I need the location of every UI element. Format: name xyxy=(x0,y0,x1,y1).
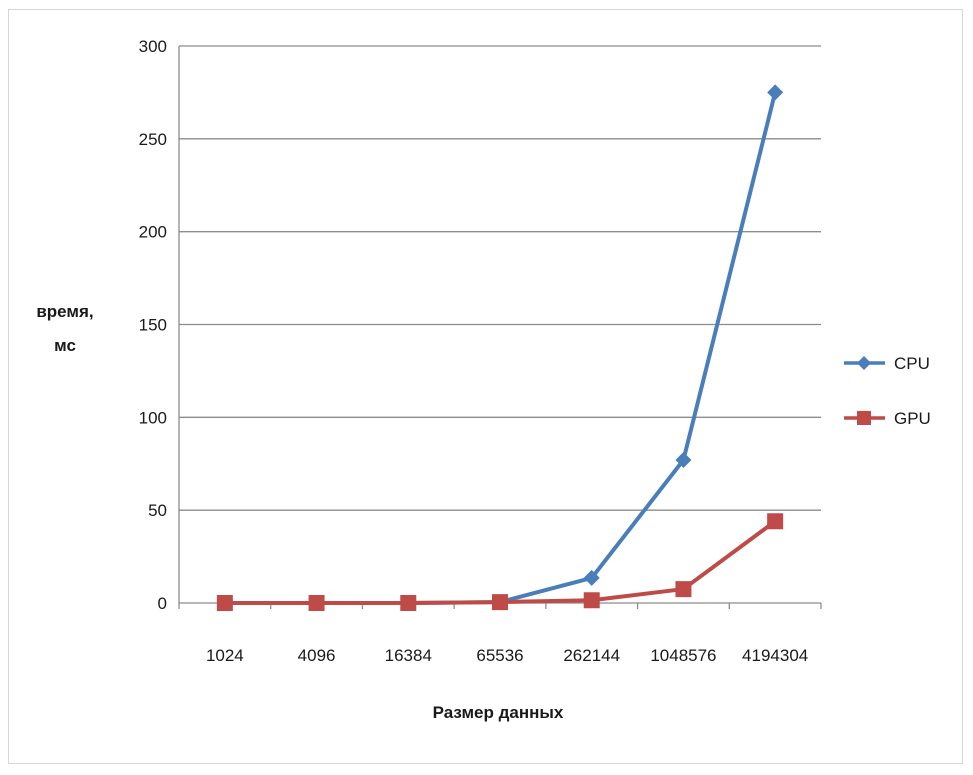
data-point-gpu xyxy=(308,595,325,611)
data-point-cpu xyxy=(675,452,692,469)
data-point-gpu xyxy=(675,581,692,598)
line-chart: 0 50 100 150 200 250 300 1024 4096 16384 65536 262… xyxy=(36,37,931,722)
data-point-gpu xyxy=(767,513,784,530)
data-point-gpu xyxy=(216,595,233,611)
legend-item-cpu: CPU xyxy=(844,354,930,373)
legend: CPU GPU xyxy=(844,354,931,428)
series-cpu xyxy=(216,84,784,611)
legend-item-gpu: GPU xyxy=(844,409,931,428)
y-axis-title-line-1: время, xyxy=(36,302,93,321)
y-tick-label: 150 xyxy=(139,316,167,335)
y-tick-labels: 0 50 100 150 200 250 300 xyxy=(139,37,167,613)
y-tick-label: 0 xyxy=(158,594,167,613)
x-tick-label: 1024 xyxy=(206,646,244,665)
series-line-gpu xyxy=(224,519,777,605)
data-point-gpu xyxy=(583,592,600,609)
series xyxy=(216,84,784,611)
y-axis-title-line-2: мс xyxy=(54,336,76,355)
x-tick-label: 65536 xyxy=(476,646,523,665)
chart-frame: 0 50 100 150 200 250 300 1024 4096 16384 65536 262… xyxy=(8,9,963,764)
gridlines xyxy=(179,45,821,604)
x-tick-label: 4194304 xyxy=(742,646,808,665)
series-line-cpu xyxy=(224,91,778,605)
axes xyxy=(178,46,822,609)
y-tick-label: 50 xyxy=(148,501,167,520)
series-gpu xyxy=(216,513,784,611)
data-point-gpu xyxy=(492,594,508,611)
y-tick-label: 200 xyxy=(139,223,167,242)
x-tick-labels: 1024 4096 16384 65536 262144 1048576 4194304 xyxy=(206,646,808,665)
x-tick-label: 4096 xyxy=(298,646,336,665)
data-point-cpu xyxy=(583,569,600,586)
legend-label-gpu: GPU xyxy=(894,409,931,428)
y-tick-label: 300 xyxy=(139,37,167,56)
data-point-gpu xyxy=(400,595,417,611)
legend-marker-gpu xyxy=(857,411,871,425)
x-tick-label: 1048576 xyxy=(650,646,716,665)
x-axis-title: Размер данных xyxy=(433,703,564,722)
data-point-cpu xyxy=(767,84,784,101)
y-tick-label: 250 xyxy=(139,130,167,149)
y-tick-label: 100 xyxy=(139,408,167,427)
legend-marker-cpu xyxy=(857,356,871,370)
legend-label-cpu: CPU xyxy=(894,354,930,373)
x-tick-label: 262144 xyxy=(563,646,620,665)
x-tick-label: 16384 xyxy=(385,646,432,665)
